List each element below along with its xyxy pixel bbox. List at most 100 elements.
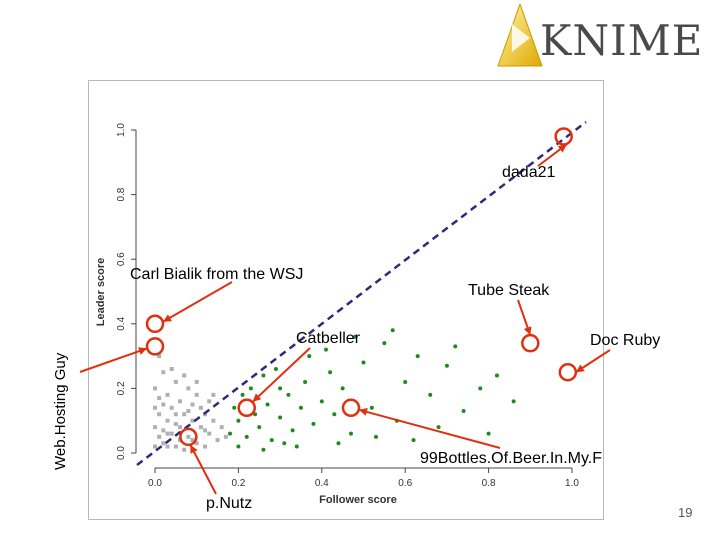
data-point bbox=[165, 392, 170, 397]
data-point bbox=[186, 434, 191, 439]
data-point bbox=[328, 370, 333, 375]
data-point bbox=[194, 441, 199, 446]
data-point bbox=[415, 354, 420, 359]
data-point bbox=[290, 428, 295, 433]
data-point bbox=[273, 367, 278, 372]
annotation-doc-ruby: Doc Ruby bbox=[590, 332, 661, 349]
data-point bbox=[194, 392, 199, 397]
data-point bbox=[486, 431, 491, 436]
data-point bbox=[436, 425, 441, 430]
x-tick-label: 0.6 bbox=[398, 478, 412, 489]
x-tick-label: 1.0 bbox=[565, 478, 579, 489]
annotation-carl-bialik: Carl Bialik from the WSJ bbox=[130, 266, 304, 283]
data-point bbox=[444, 363, 449, 368]
data-point bbox=[369, 405, 374, 410]
data-point bbox=[374, 434, 379, 439]
data-point bbox=[244, 434, 249, 439]
data-point bbox=[348, 431, 353, 436]
data-point bbox=[190, 438, 195, 443]
data-point bbox=[261, 447, 266, 452]
data-point bbox=[340, 386, 345, 391]
x-tick-label: 0.2 bbox=[231, 478, 245, 489]
data-point bbox=[198, 425, 203, 430]
data-point bbox=[390, 328, 395, 333]
annotation-arrow-line bbox=[358, 408, 501, 449]
data-point bbox=[494, 373, 499, 378]
data-point bbox=[186, 409, 191, 414]
data-point bbox=[207, 431, 212, 436]
data-point bbox=[194, 379, 199, 384]
x-axis-title: Follower score bbox=[319, 494, 397, 506]
annotation-tube-steak: Tube Steak bbox=[468, 282, 550, 299]
annotation-arrow-head bbox=[575, 364, 585, 373]
data-point bbox=[478, 386, 483, 391]
x-tick-label: 0.4 bbox=[315, 478, 329, 489]
data-point bbox=[278, 386, 283, 391]
data-point bbox=[169, 431, 174, 436]
data-point bbox=[353, 334, 358, 339]
knime-logo bbox=[490, 4, 702, 70]
annotation-catbeller: Catbeller bbox=[296, 330, 361, 347]
data-point bbox=[161, 370, 166, 375]
data-point bbox=[211, 392, 216, 397]
data-point bbox=[178, 399, 183, 404]
data-point bbox=[319, 399, 324, 404]
data-point bbox=[161, 402, 166, 407]
data-point bbox=[203, 444, 208, 449]
data-point bbox=[278, 415, 283, 420]
data-point bbox=[361, 360, 366, 365]
annotation-pnutz: p.Nutz bbox=[206, 495, 253, 512]
data-point bbox=[511, 399, 516, 404]
annotation-arrow-head bbox=[138, 347, 147, 355]
diagonal-reference-line bbox=[136, 121, 587, 466]
data-point bbox=[153, 444, 157, 449]
grey-series bbox=[153, 354, 228, 452]
annotation-arrow-head bbox=[252, 393, 262, 402]
highlight-circle bbox=[145, 314, 165, 334]
data-point bbox=[182, 447, 187, 452]
data-point bbox=[173, 412, 178, 417]
annotation-arrow-line bbox=[252, 347, 311, 403]
y-tick-label: 1.0 bbox=[116, 123, 127, 137]
data-point bbox=[165, 418, 170, 423]
data-point bbox=[161, 441, 166, 446]
highlight-circle bbox=[521, 333, 540, 353]
y-tick-label: 0.2 bbox=[116, 381, 127, 395]
data-point bbox=[411, 438, 416, 443]
data-point bbox=[157, 434, 162, 439]
annotation-arrows bbox=[79, 143, 611, 495]
data-point bbox=[240, 392, 245, 397]
data-point bbox=[169, 405, 174, 410]
data-point bbox=[207, 399, 212, 404]
data-point bbox=[173, 444, 178, 449]
data-point bbox=[223, 434, 228, 439]
data-point bbox=[382, 341, 387, 346]
data-point bbox=[215, 438, 220, 443]
data-point bbox=[307, 354, 312, 359]
data-point bbox=[186, 386, 191, 391]
data-point bbox=[178, 425, 183, 430]
annotation-arrow-head bbox=[358, 408, 368, 416]
axes bbox=[131, 129, 573, 473]
data-point bbox=[257, 425, 262, 430]
data-point bbox=[232, 405, 237, 410]
data-point bbox=[182, 373, 187, 378]
data-point bbox=[153, 386, 157, 391]
data-point bbox=[157, 354, 162, 359]
x-tick-label: 0.8 bbox=[482, 478, 496, 489]
data-point bbox=[453, 344, 458, 349]
data-point bbox=[169, 367, 174, 372]
annotation-arrow-line bbox=[162, 281, 233, 323]
data-point bbox=[198, 405, 203, 410]
data-point bbox=[428, 392, 433, 397]
data-point bbox=[336, 441, 341, 446]
logo-text: KNIME bbox=[540, 16, 704, 65]
data-point bbox=[165, 431, 170, 436]
y-tick-label: 0.8 bbox=[116, 187, 127, 201]
data-point bbox=[203, 428, 208, 433]
annotation-99bottles: 99Bottles.Of.Beer.In.My.F bbox=[420, 450, 602, 467]
highlight-circle bbox=[179, 427, 198, 447]
annotation-arrow-line bbox=[189, 444, 217, 495]
data-point bbox=[173, 421, 178, 426]
